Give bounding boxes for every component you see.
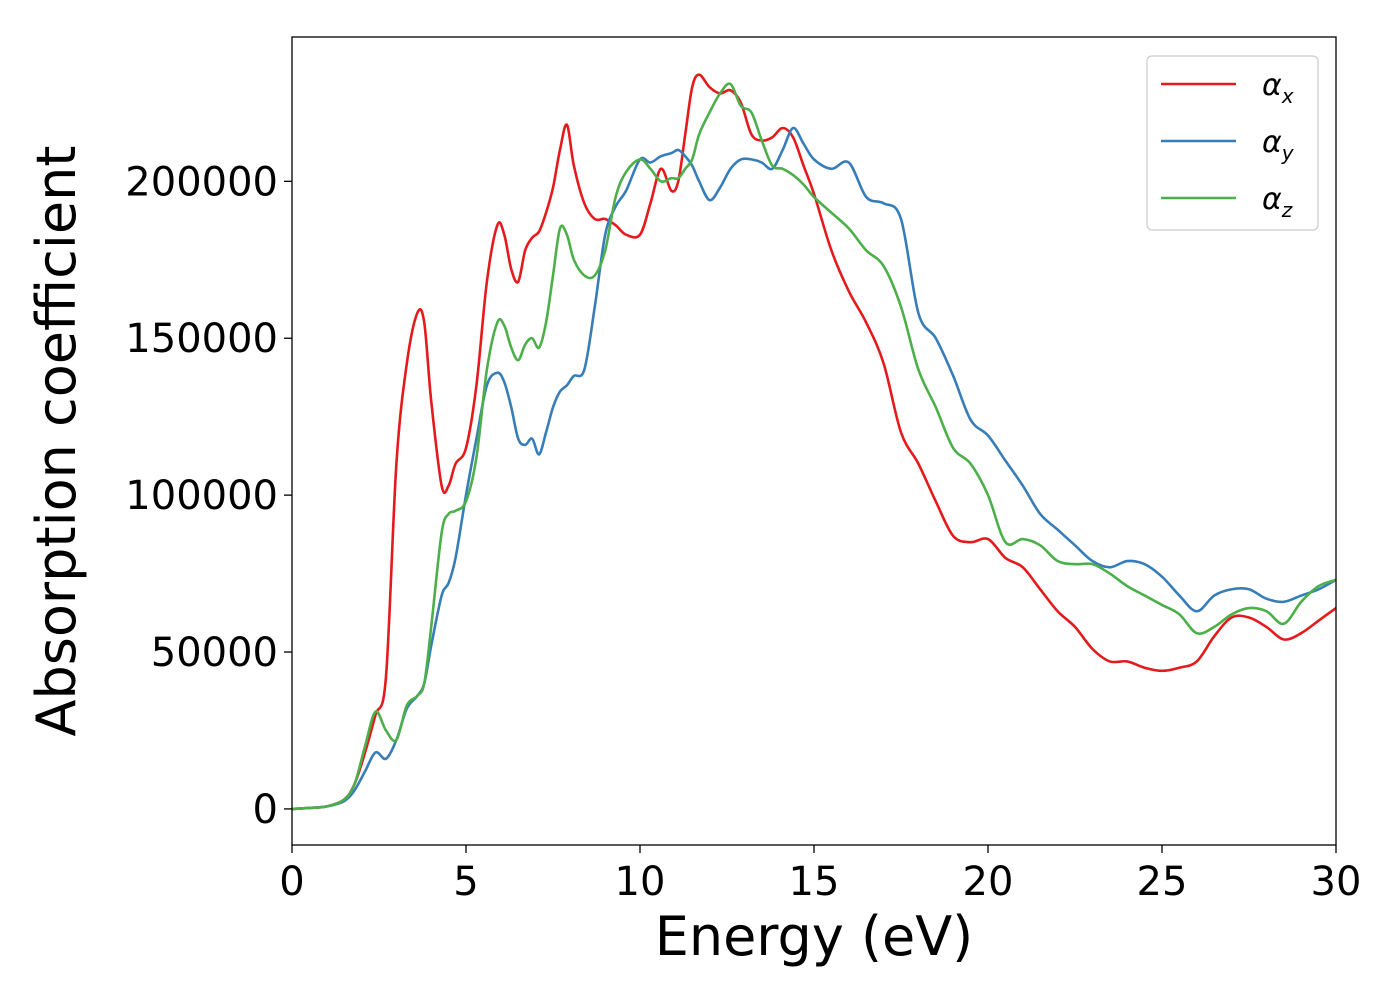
- legend-label-alpha-y: αy: [1262, 125, 1295, 165]
- legend-box: [1146, 55, 1319, 231]
- legend-label-alpha-x: αx: [1262, 68, 1294, 108]
- x-tick-label: 5: [453, 859, 478, 905]
- x-tick-label: 10: [615, 859, 666, 905]
- y-tick-label: 200000: [125, 159, 278, 205]
- y-tick-label: 150000: [125, 316, 278, 362]
- x-tick-label: 15: [789, 859, 840, 905]
- x-axis: 0 5 10 15 20 25 30: [279, 845, 1361, 905]
- series-line-alpha-y: [291, 126, 1337, 811]
- x-tick-label: 30: [1311, 859, 1362, 905]
- y-tick-label: 50000: [151, 630, 278, 676]
- series-layer: [291, 73, 1337, 811]
- x-tick-label: 20: [963, 859, 1014, 905]
- x-axis-title: Energy (eV): [655, 905, 974, 968]
- series-line-alpha-x: [291, 73, 1337, 811]
- legend: αx αy αz: [1146, 55, 1319, 231]
- legend-label-alpha-z: αz: [1262, 182, 1293, 222]
- x-tick-label: 0: [279, 859, 304, 905]
- legend-entries: αx αy αz: [1161, 68, 1295, 222]
- y-axis: 0 50000 100000 150000 200000: [125, 159, 292, 833]
- x-tick-label: 25: [1137, 859, 1188, 905]
- y-axis-title: Absorption coefficient: [25, 146, 88, 737]
- series-line-alpha-z: [291, 82, 1337, 811]
- y-tick-label: 100000: [125, 473, 278, 519]
- y-tick-label: 0: [253, 787, 278, 833]
